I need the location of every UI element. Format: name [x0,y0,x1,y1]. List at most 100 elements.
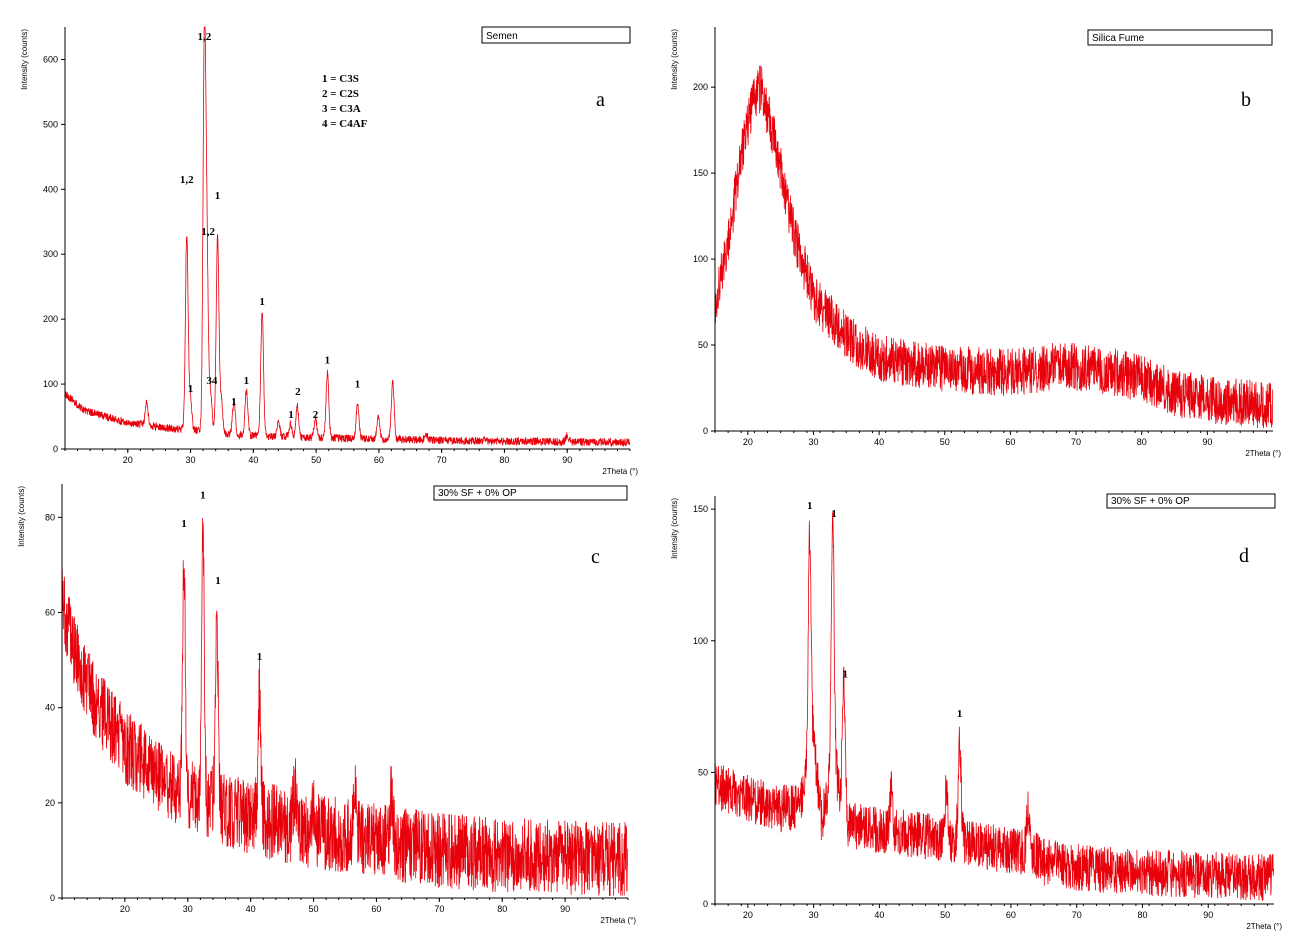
y-tick-label-a: 500 [43,119,58,129]
chart-b-svg: 20 30 40 50 60 70 80 90 0 50 100 150 200 Intensity (c… [670,27,1281,458]
x-tick-label-b: 60 [1005,437,1015,447]
peak-label-a: 2 [313,409,319,421]
panel-letter-d: d [1239,545,1249,567]
x-tick-label-b: 40 [874,437,884,447]
peak-label-a: 1 [325,354,331,366]
x-tick-label-b: 20 [743,437,753,447]
legend-box-b [1087,29,1273,46]
peak-label-a: 1,2 [180,174,194,186]
series-line-d [714,512,1275,901]
peak-label-d: 1 [957,708,963,720]
peak-label-d: 1 [831,508,837,520]
y-tick-label-d: 150 [693,504,708,514]
legend-box-c [433,485,628,501]
chart-c-svg: 20 30 40 50 60 70 80 90 0 20 40 60 80 Intensity (coun… [17,484,636,925]
peak-label-c: 1 [257,651,263,663]
chart-panel-a: 20 30 40 50 60 70 80 90 0 100 200 300 400 500 600 Inten… [0,0,645,476]
x-tick-label-a: 20 [123,455,133,465]
chart-panel-c: 20 30 40 50 60 70 80 90 0 20 40 60 80 Intensity (coun… [0,470,645,941]
legend-entry-b: Silica Fume [1092,33,1145,44]
peak-label-d: 1 [842,669,848,681]
chart-panel-b: 20 30 40 50 60 70 80 90 0 50 100 150 200 Intensity (c… [655,0,1291,470]
x-tick-label-a: 50 [311,455,321,465]
peak-label-a: 1 [231,396,237,408]
legend-entry-c: 30% SF + 0% OP [438,488,517,499]
x-tick-label-d: 90 [1203,910,1213,920]
x-axis-title-d: 2Theta (°) [1246,922,1282,931]
x-tick-label-a: 60 [374,455,384,465]
y-tick-label-d: 100 [693,636,708,646]
peak-label-c: 1 [215,575,221,587]
peak-label-a: 1 [355,378,361,390]
x-tick-label-d: 40 [874,910,884,920]
peak-label-a: 2 [295,386,301,398]
phase-key-entry-a: 2 = C2S [322,88,359,100]
x-tick-label-b: 70 [1071,437,1081,447]
x-tick-label-d: 50 [940,910,950,920]
panel-letter-a: a [596,89,605,111]
y-tick-label-c: 40 [45,703,55,713]
y-tick-label-a: 300 [43,249,58,259]
x-tick-label-d: 70 [1072,910,1082,920]
peak-label-a: 1 [259,296,265,308]
peak-label-d: 1 [807,500,813,512]
y-tick-label-a: 400 [43,184,58,194]
x-tick-label-d: 80 [1137,910,1147,920]
legend-entry-d: 30% SF + 0% OP [1111,496,1190,507]
peak-label-a: 1 [215,190,221,202]
peak-label-a: 1,2 [197,31,211,43]
legend-box-d [1106,493,1276,509]
x-tick-label-c: 60 [371,904,381,914]
peak-label-a: 1 [188,383,194,395]
peak-label-c: 1 [181,518,187,530]
panel-letter-c: c [591,546,600,568]
legend-entry-a: Semen [486,31,518,42]
x-tick-label-a: 80 [499,455,509,465]
y-tick-label-a: 200 [43,314,58,324]
series-line-b [714,65,1274,429]
y-tick-label-a: 100 [43,379,58,389]
x-tick-label-c: 20 [120,904,130,914]
x-tick-label-d: 20 [743,910,753,920]
y-tick-label-c: 20 [45,798,55,808]
x-tick-label-a: 90 [562,455,572,465]
y-tick-label-a: 0 [53,444,58,454]
x-axis-title-a: 2Theta (°) [602,467,638,476]
y-tick-label-c: 80 [45,512,55,522]
y-tick-label-b: 50 [698,340,708,350]
y-tick-label-b: 200 [693,82,708,92]
x-tick-label-c: 50 [309,904,319,914]
x-tick-label-c: 70 [434,904,444,914]
x-tick-label-c: 90 [560,904,570,914]
y-tick-label-d: 0 [703,899,708,909]
series-line-a [64,26,631,448]
phase-key-entry-a: 4 = C4AF [322,118,368,130]
peak-label-a: 34 [206,375,218,387]
x-axis-title-c: 2Theta (°) [600,916,636,925]
x-tick-label-c: 80 [497,904,507,914]
y-tick-label-c: 0 [50,893,55,903]
y-tick-label-c: 60 [45,607,55,617]
phase-key-entry-a: 3 = C3A [322,103,361,115]
x-tick-label-a: 30 [186,455,196,465]
chart-d-svg: 20 30 40 50 60 70 80 90 0 50 100 150 Intensity (coun… [670,493,1282,931]
x-tick-label-d: 30 [809,910,819,920]
panel-letter-b: b [1241,89,1251,111]
y-tick-label-b: 100 [693,254,708,264]
chart-a-svg: 20 30 40 50 60 70 80 90 0 100 200 300 400 500 600 Inten… [20,26,638,476]
x-tick-label-b: 90 [1202,437,1212,447]
y-tick-label-b: 150 [693,168,708,178]
x-tick-label-a: 40 [248,455,258,465]
y-axis-title-d: Intensity (counts) [670,498,679,559]
x-tick-label-d: 60 [1006,910,1016,920]
x-tick-label-b: 50 [940,437,950,447]
x-tick-label-c: 30 [183,904,193,914]
chart-panel-d: 20 30 40 50 60 70 80 90 0 50 100 150 Intensity (coun… [655,470,1291,941]
x-tick-label-c: 40 [246,904,256,914]
legend-box-a [481,26,631,44]
series-line-c [61,518,629,896]
phase-key-entry-a: 1 = C3S [322,73,359,85]
x-tick-label-b: 30 [808,437,818,447]
x-tick-label-b: 80 [1137,437,1147,447]
peak-label-a: 1 [288,409,294,421]
